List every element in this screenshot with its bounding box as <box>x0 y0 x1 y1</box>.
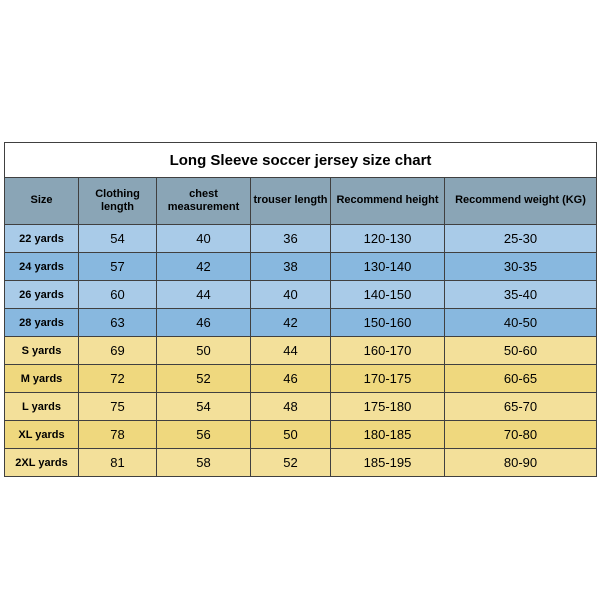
table-row: 26 yards604440140-15035-40 <box>5 281 597 309</box>
table-row: M yards725246170-17560-65 <box>5 365 597 393</box>
row-cell: 63 <box>79 309 157 337</box>
row-cell: 69 <box>79 337 157 365</box>
row-cell: 40 <box>157 225 251 253</box>
row-cell: 54 <box>79 225 157 253</box>
chart-title: Long Sleeve soccer jersey size chart <box>5 143 597 178</box>
table-body: 22 yards544036120-13025-3024 yards574238… <box>5 225 597 477</box>
row-cell: 180-185 <box>331 421 445 449</box>
row-cell: 40 <box>251 281 331 309</box>
row-cell: 60-65 <box>445 365 597 393</box>
row-label: M yards <box>5 365 79 393</box>
row-cell: 42 <box>157 253 251 281</box>
row-cell: 58 <box>157 449 251 477</box>
header-row: Size Clothing length chest measurement t… <box>5 178 597 225</box>
table-row: 28 yards634642150-16040-50 <box>5 309 597 337</box>
col-header-weight: Recommend weight (KG) <box>445 178 597 225</box>
row-cell: 160-170 <box>331 337 445 365</box>
row-label: XL yards <box>5 421 79 449</box>
row-cell: 80-90 <box>445 449 597 477</box>
row-cell: 42 <box>251 309 331 337</box>
row-cell: 70-80 <box>445 421 597 449</box>
row-cell: 48 <box>251 393 331 421</box>
row-cell: 50-60 <box>445 337 597 365</box>
row-cell: 81 <box>79 449 157 477</box>
row-cell: 57 <box>79 253 157 281</box>
row-cell: 75 <box>79 393 157 421</box>
row-cell: 25-30 <box>445 225 597 253</box>
row-cell: 36 <box>251 225 331 253</box>
row-cell: 44 <box>251 337 331 365</box>
row-label: L yards <box>5 393 79 421</box>
row-cell: 150-160 <box>331 309 445 337</box>
col-header-trouser: trouser length <box>251 178 331 225</box>
size-chart-table: Long Sleeve soccer jersey size chart Siz… <box>4 142 597 477</box>
row-label: 22 yards <box>5 225 79 253</box>
row-cell: 46 <box>251 365 331 393</box>
row-label: 24 yards <box>5 253 79 281</box>
row-cell: 65-70 <box>445 393 597 421</box>
row-cell: 52 <box>157 365 251 393</box>
row-cell: 56 <box>157 421 251 449</box>
row-cell: 78 <box>79 421 157 449</box>
row-cell: 60 <box>79 281 157 309</box>
col-header-chest: chest measurement <box>157 178 251 225</box>
row-cell: 30-35 <box>445 253 597 281</box>
row-cell: 130-140 <box>331 253 445 281</box>
row-label: 28 yards <box>5 309 79 337</box>
row-cell: 52 <box>251 449 331 477</box>
row-cell: 185-195 <box>331 449 445 477</box>
row-cell: 120-130 <box>331 225 445 253</box>
row-cell: 44 <box>157 281 251 309</box>
row-cell: 170-175 <box>331 365 445 393</box>
row-cell: 50 <box>251 421 331 449</box>
row-cell: 72 <box>79 365 157 393</box>
col-header-height: Recommend height <box>331 178 445 225</box>
table-row: L yards755448175-18065-70 <box>5 393 597 421</box>
row-cell: 140-150 <box>331 281 445 309</box>
table-row: 24 yards574238130-14030-35 <box>5 253 597 281</box>
row-cell: 40-50 <box>445 309 597 337</box>
table-row: 22 yards544036120-13025-30 <box>5 225 597 253</box>
row-label: 26 yards <box>5 281 79 309</box>
table-row: XL yards785650180-18570-80 <box>5 421 597 449</box>
row-cell: 54 <box>157 393 251 421</box>
row-label: S yards <box>5 337 79 365</box>
row-cell: 46 <box>157 309 251 337</box>
row-cell: 50 <box>157 337 251 365</box>
table-row: 2XL yards815852185-19580-90 <box>5 449 597 477</box>
row-cell: 35-40 <box>445 281 597 309</box>
table-row: S yards695044160-17050-60 <box>5 337 597 365</box>
row-cell: 175-180 <box>331 393 445 421</box>
col-header-clothing: Clothing length <box>79 178 157 225</box>
col-header-size: Size <box>5 178 79 225</box>
row-cell: 38 <box>251 253 331 281</box>
row-label: 2XL yards <box>5 449 79 477</box>
